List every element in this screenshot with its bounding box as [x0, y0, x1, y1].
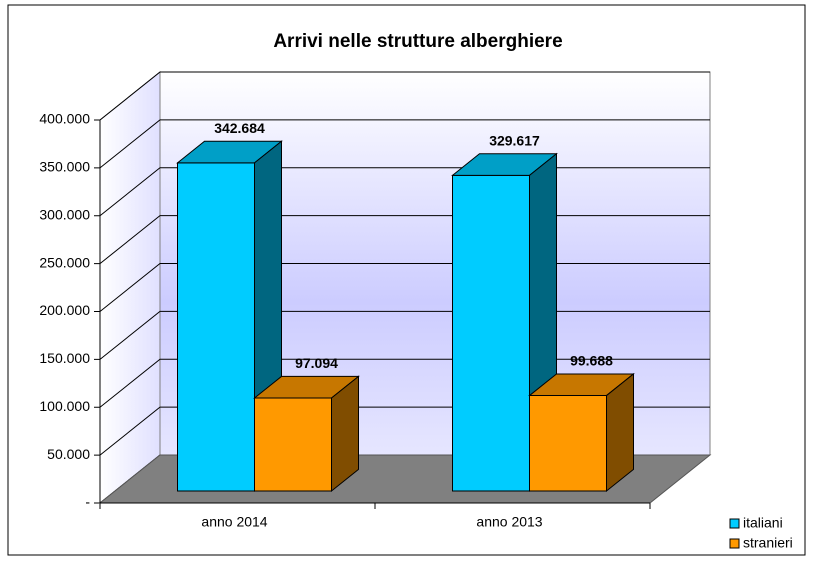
y-tick-label: 400.000: [39, 111, 90, 127]
value-label: 342.684: [214, 120, 265, 136]
bar: [176, 140, 283, 493]
bar: [528, 372, 635, 493]
value-label: 99.688: [570, 353, 613, 369]
legend-label: stranieri: [743, 535, 793, 551]
bar-front: [254, 397, 332, 492]
y-tick-label: 150.000: [39, 350, 90, 366]
bar-front: [452, 174, 530, 492]
bar-front: [529, 395, 607, 492]
y-tick-label: 100.000: [39, 398, 90, 414]
y-tick-label: 300.000: [39, 206, 90, 222]
value-label: 329.617: [489, 132, 540, 148]
chart-title: Arrivi nelle strutture alberghiere: [273, 31, 562, 52]
legend-label: italiani: [743, 515, 783, 531]
y-tick-label: -: [85, 494, 90, 510]
y-tick-label: 350.000: [39, 159, 90, 175]
x-tick-label: anno 2014: [201, 514, 267, 530]
grid-line: [99, 119, 710, 169]
legend-swatch: [729, 538, 740, 549]
grid-line: [99, 71, 710, 121]
legend-swatch: [729, 518, 740, 529]
y-tick-label: 250.000: [39, 254, 90, 270]
bar-front: [177, 162, 255, 492]
value-label: 97.094: [295, 355, 338, 371]
y-tick-label: 50.000: [47, 446, 90, 462]
bar-side: [331, 375, 359, 493]
bar: [253, 375, 360, 493]
bar-side: [606, 372, 634, 493]
y-tick-label: 200.000: [39, 302, 90, 318]
x-tick-label: anno 2013: [476, 514, 542, 530]
